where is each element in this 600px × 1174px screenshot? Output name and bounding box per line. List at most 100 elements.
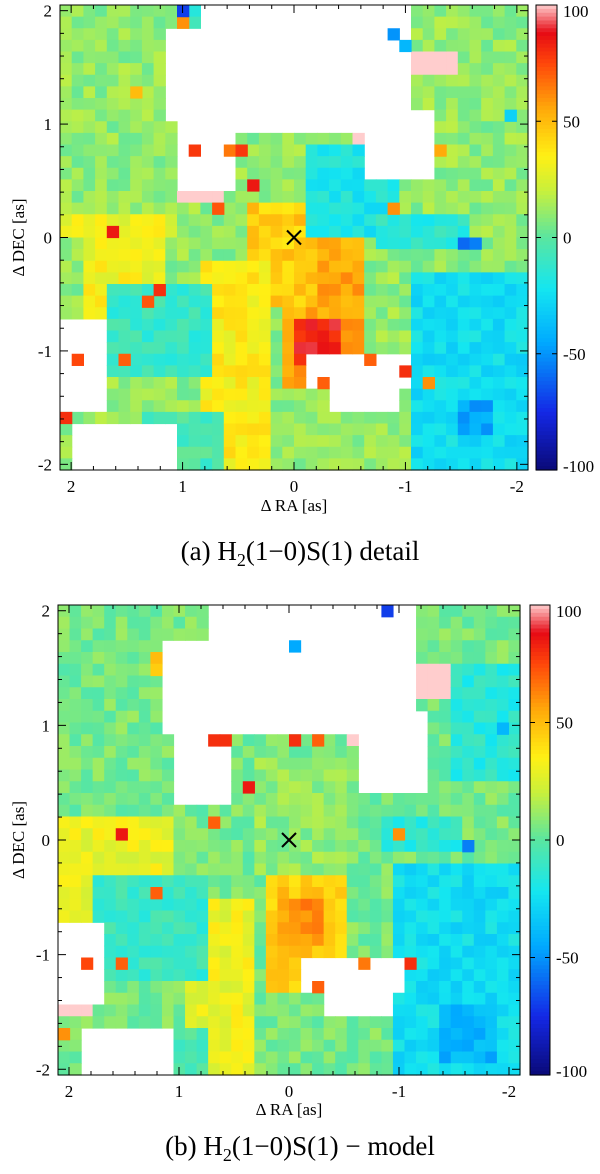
heatmap-cell bbox=[69, 840, 82, 853]
heatmap-cell bbox=[83, 295, 96, 308]
heatmap-cell bbox=[496, 746, 510, 759]
heatmap-cell bbox=[485, 628, 498, 641]
heatmap-cell bbox=[115, 910, 128, 923]
heatmap-cell bbox=[411, 39, 424, 53]
heatmap-cell bbox=[481, 156, 494, 169]
heatmap-cell bbox=[294, 377, 307, 390]
heatmap-cell bbox=[492, 39, 506, 53]
heatmap-cell bbox=[485, 981, 498, 994]
heatmap-cell bbox=[104, 652, 117, 665]
heatmap-cell bbox=[118, 318, 131, 332]
heatmap-cell bbox=[504, 121, 517, 134]
heatmap-cell bbox=[399, 400, 412, 413]
heatmap-cell bbox=[106, 318, 120, 332]
heatmap-cell bbox=[141, 121, 155, 134]
heatmap-cell bbox=[150, 687, 163, 700]
heatmap-cell bbox=[369, 875, 382, 888]
heatmap-cell bbox=[95, 237, 108, 250]
heatmap-cell bbox=[300, 769, 313, 782]
heatmap-cell bbox=[173, 875, 186, 888]
heatmap-cell bbox=[504, 318, 517, 332]
heatmap-cell bbox=[294, 446, 307, 459]
heatmap-cell bbox=[317, 132, 330, 146]
heatmap-cell bbox=[481, 284, 494, 297]
heatmap-cell bbox=[496, 816, 510, 829]
heatmap-cell bbox=[434, 179, 447, 192]
heatmap-cell bbox=[106, 156, 120, 169]
colorbar-band bbox=[530, 644, 550, 649]
heatmap-cell bbox=[427, 675, 440, 688]
heatmap-cell bbox=[141, 353, 155, 366]
colorbar-band bbox=[536, 101, 557, 107]
heatmap-cell bbox=[457, 435, 471, 448]
heatmap-cell bbox=[150, 828, 163, 841]
heatmap-cell bbox=[212, 411, 225, 425]
heatmap-cell bbox=[106, 28, 120, 41]
heatmap-cell bbox=[265, 816, 279, 829]
heatmap-cell bbox=[399, 342, 412, 355]
heatmap-cell bbox=[141, 214, 155, 227]
heatmap-cell bbox=[242, 910, 255, 923]
heatmap-cell bbox=[516, 86, 529, 99]
heatmap-cell bbox=[141, 179, 155, 192]
colorbar-band bbox=[530, 1035, 550, 1041]
heatmap-cell bbox=[446, 156, 459, 169]
heatmap-cell bbox=[289, 1063, 302, 1076]
heatmap-cell bbox=[392, 922, 406, 935]
heatmap-cell bbox=[312, 863, 325, 876]
heatmap-cell bbox=[130, 28, 143, 41]
heatmap-cell bbox=[416, 898, 429, 912]
heatmap-cell bbox=[450, 992, 463, 1006]
heatmap-cell bbox=[231, 828, 244, 841]
heatmap-cell bbox=[427, 840, 440, 853]
heatmap-cell bbox=[404, 851, 417, 865]
heatmap-cell bbox=[150, 875, 163, 888]
heatmap-cell bbox=[81, 910, 94, 923]
heatmap-cell bbox=[496, 757, 510, 771]
heatmap-cell bbox=[58, 804, 71, 818]
heatmap-cell bbox=[161, 875, 175, 888]
heatmap-cell bbox=[115, 1016, 128, 1029]
heatmap-cell bbox=[106, 237, 120, 250]
heatmap-cell bbox=[473, 875, 486, 888]
heatmap-cell bbox=[138, 734, 151, 747]
colorbar-band bbox=[536, 396, 557, 401]
heatmap-cell bbox=[416, 1063, 429, 1076]
heatmap-cell bbox=[118, 411, 131, 425]
heatmap-cell bbox=[462, 1028, 475, 1041]
heatmap-cell bbox=[106, 307, 120, 320]
heatmap-cell bbox=[58, 887, 71, 900]
heatmap-cell bbox=[434, 86, 447, 99]
heatmap-cell bbox=[434, 156, 447, 169]
heatmap-cell bbox=[60, 28, 73, 41]
heatmap-cell bbox=[352, 284, 365, 297]
colorbar-band bbox=[536, 129, 557, 134]
heatmap-pixel bbox=[130, 86, 143, 99]
heatmap-cell bbox=[208, 1028, 221, 1041]
heatmap-cell bbox=[416, 887, 429, 900]
heatmap-cell bbox=[200, 353, 213, 366]
heatmap-cell bbox=[200, 342, 213, 355]
heatmap-cell bbox=[439, 746, 452, 759]
heatmap-cell bbox=[439, 722, 452, 735]
heatmap-cell bbox=[317, 342, 330, 355]
heatmap-cell bbox=[375, 191, 389, 204]
heatmap-cell bbox=[92, 910, 105, 923]
colorbar-band bbox=[536, 132, 557, 138]
heatmap-pixel bbox=[496, 722, 510, 735]
heatmap-cell bbox=[346, 816, 359, 829]
heatmap-cell bbox=[404, 969, 417, 982]
heatmap-cell bbox=[422, 39, 435, 53]
heatmap-cell bbox=[323, 898, 336, 912]
colorbar-band bbox=[530, 922, 550, 927]
heatmap-cell bbox=[81, 769, 94, 782]
heatmap-cell bbox=[312, 992, 325, 1006]
heatmap-cell bbox=[469, 132, 482, 146]
heatmap-cell bbox=[300, 804, 313, 818]
colorbar-band bbox=[530, 1020, 550, 1025]
y-tick-label: 1 bbox=[42, 716, 51, 735]
heatmap-cell bbox=[411, 284, 424, 297]
heatmap-cell bbox=[446, 458, 459, 471]
heatmap-cell bbox=[485, 804, 498, 818]
heatmap-cell bbox=[352, 191, 365, 204]
